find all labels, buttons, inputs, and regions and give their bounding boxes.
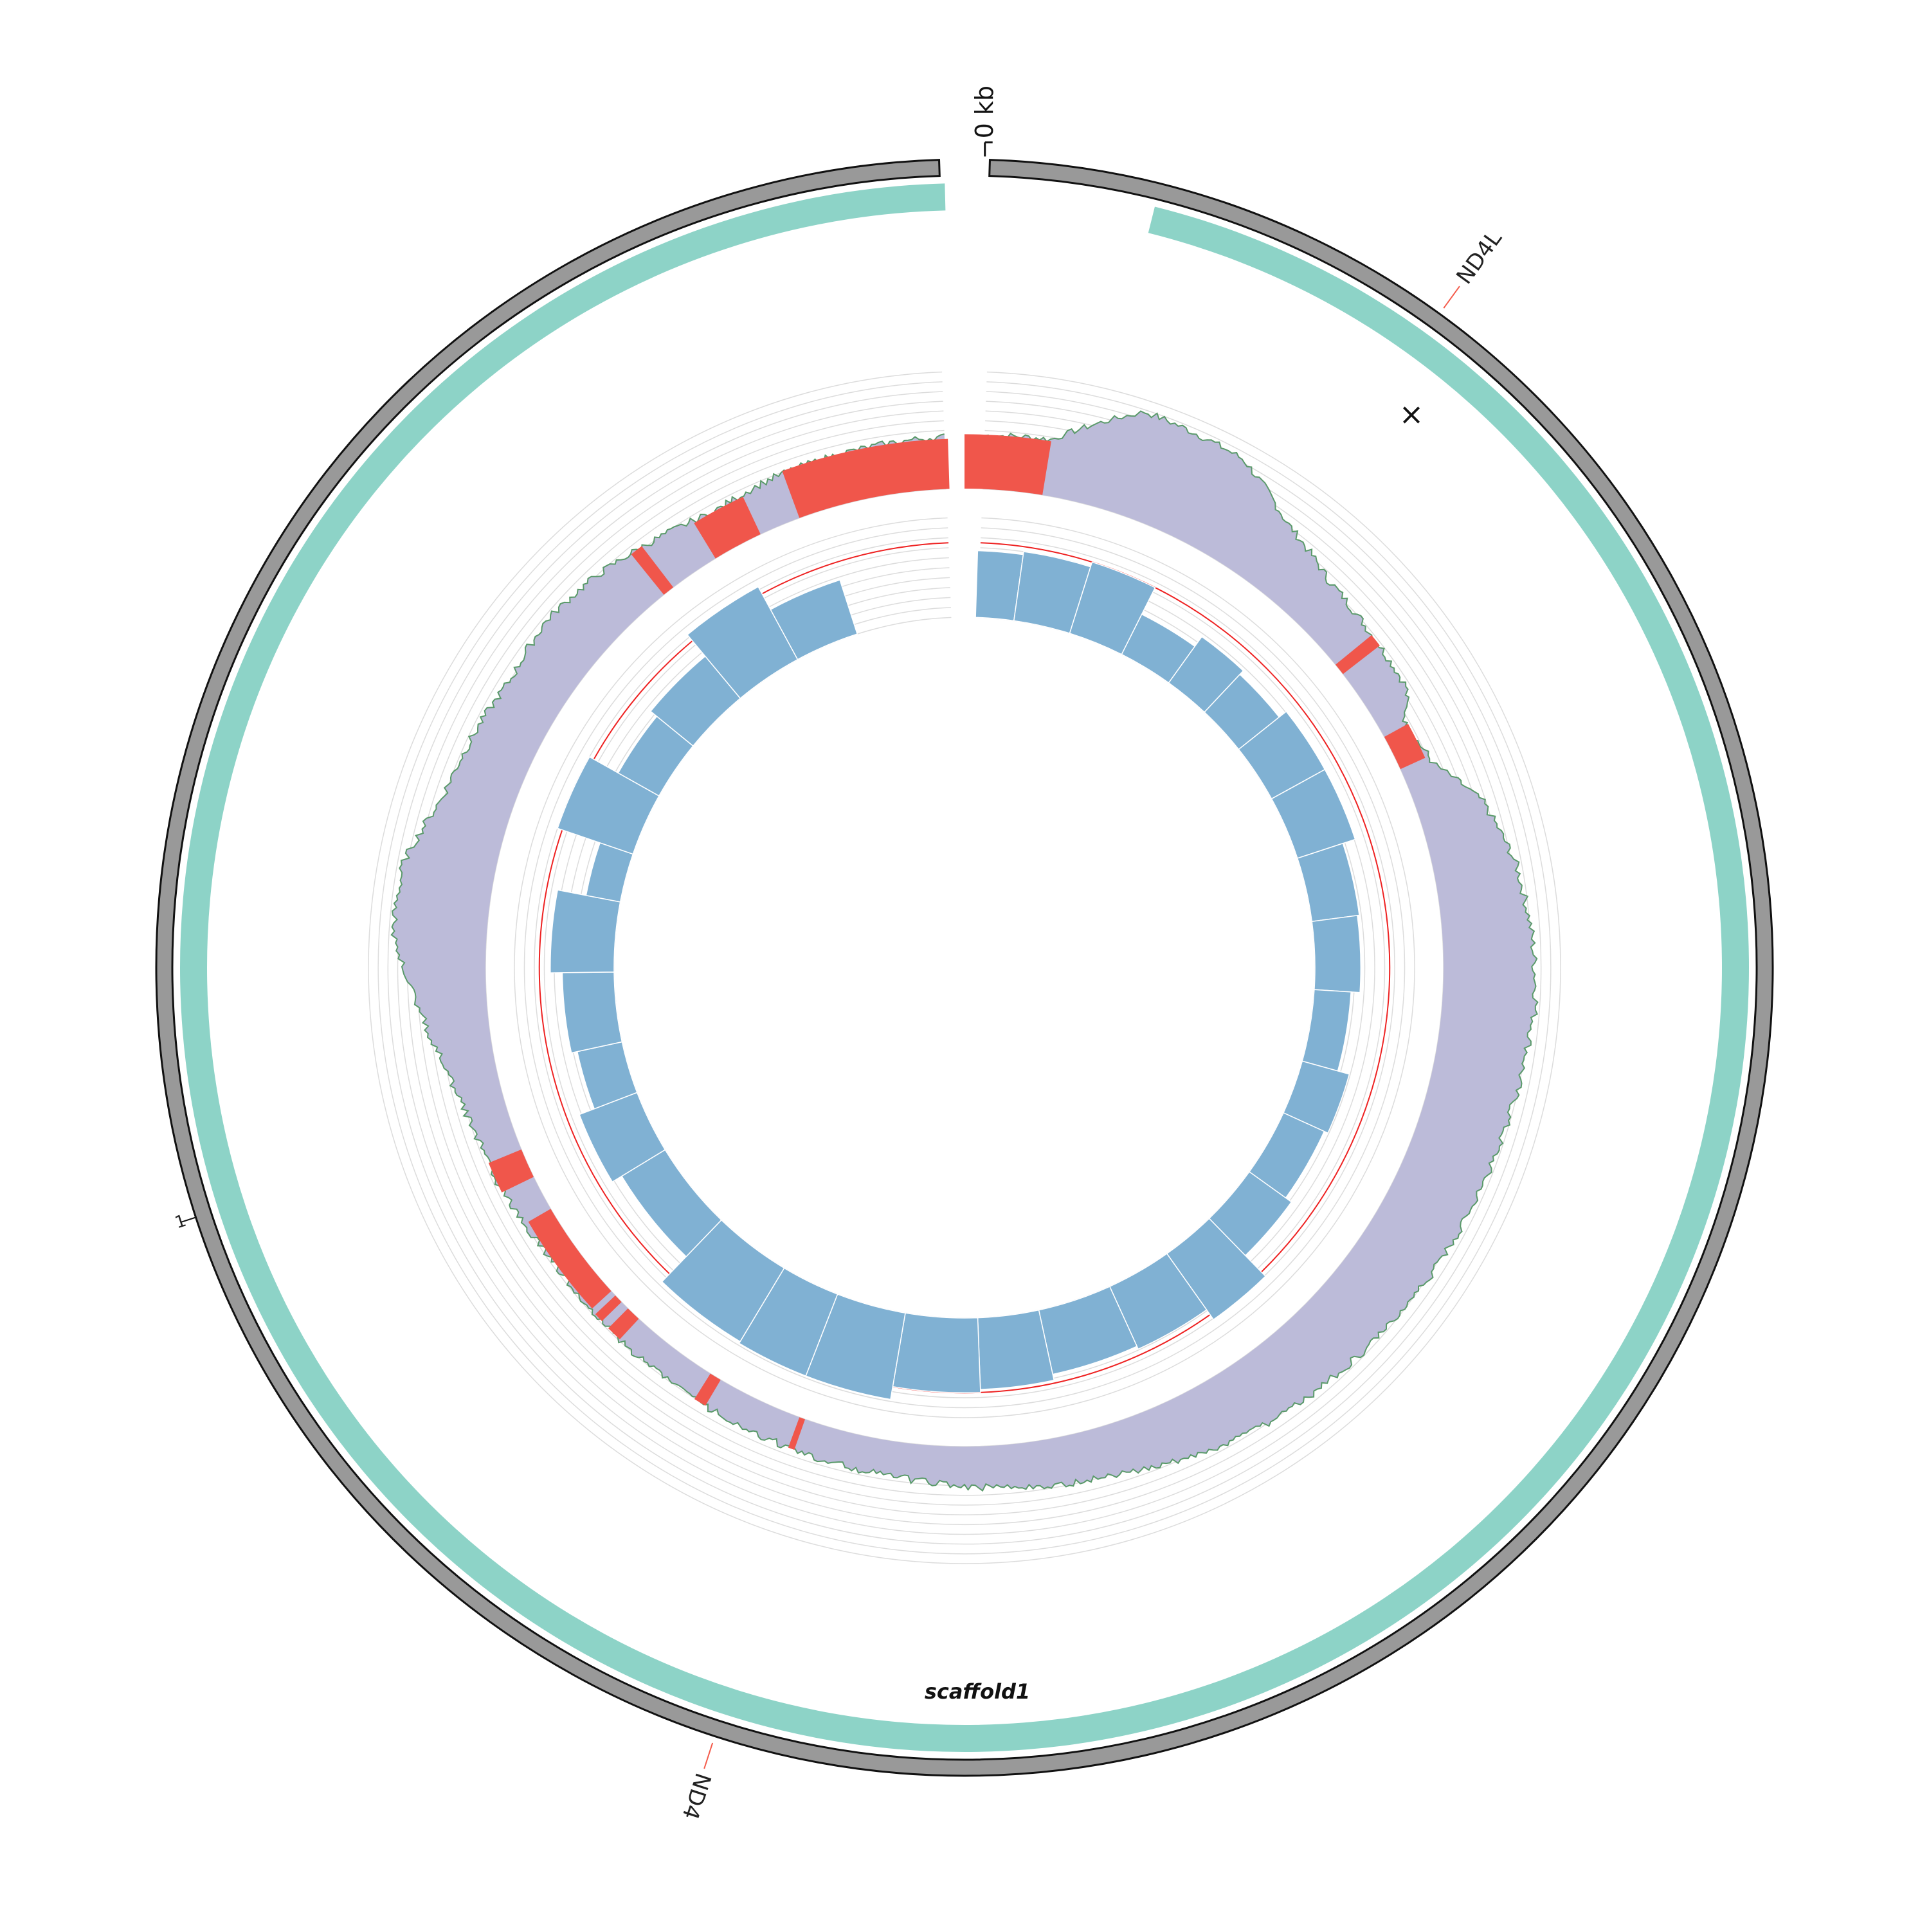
low-coverage-region [631, 546, 674, 595]
coverage-gridline [485, 488, 1444, 1447]
low-coverage-region [694, 496, 761, 559]
chromosome-band [155, 159, 1774, 1777]
scale-tick-label: 1 [172, 1211, 188, 1233]
gc-gridline [514, 517, 1415, 1418]
coverage-gridline [377, 381, 1552, 1555]
gc-bar [550, 889, 621, 973]
chromosome-ring [155, 159, 1774, 1777]
coverage-track [390, 410, 1539, 1492]
gene-tick [703, 1742, 714, 1769]
low-coverage-region [608, 1308, 639, 1340]
gc-bar [1311, 915, 1362, 993]
gc-gridline [523, 527, 1406, 1409]
gc-threshold-line [538, 542, 1391, 1394]
gene-label: ND4 [676, 1770, 716, 1823]
scaffold-name-label: scaffold1 [925, 1679, 1030, 1704]
coverage-gridline [387, 391, 1542, 1545]
coverage-gridline [368, 371, 1561, 1564]
scale-start-label: 0 kb [970, 86, 999, 138]
gc-gridline [554, 557, 1375, 1378]
low-coverage-region [1336, 635, 1380, 674]
low-coverage-region [1384, 723, 1426, 770]
low-coverage-region [788, 1417, 806, 1450]
coverage-gridline [397, 401, 1532, 1535]
annotation-labels: 0 kb scaffold1 × ND4L ND4 1 [172, 86, 1507, 1823]
low-coverage-region [694, 1373, 721, 1406]
low-coverage-region [964, 434, 1051, 495]
gc-bar [561, 971, 623, 1054]
coverage-gridline [406, 410, 1523, 1526]
low-coverage-region [782, 438, 950, 518]
gc-gridline [543, 547, 1386, 1389]
gene-label: ND4L [1451, 226, 1507, 289]
gene-tick [1443, 285, 1460, 309]
low-coverage-region [528, 1209, 611, 1309]
close-icon[interactable]: × [1399, 397, 1424, 431]
gc-gridline [613, 617, 1316, 1319]
scale-tick [180, 1216, 195, 1223]
gc-bar [770, 579, 858, 660]
coverage-gridline [417, 420, 1512, 1515]
low-coverage-region [595, 1295, 622, 1321]
gc-bar [892, 1312, 981, 1393]
gc-gridlines [514, 517, 1415, 1418]
gc-content-track [550, 550, 1362, 1400]
gc-bar [1296, 842, 1360, 923]
low-coverage-region [488, 1149, 534, 1193]
gc-gridline [534, 537, 1395, 1398]
